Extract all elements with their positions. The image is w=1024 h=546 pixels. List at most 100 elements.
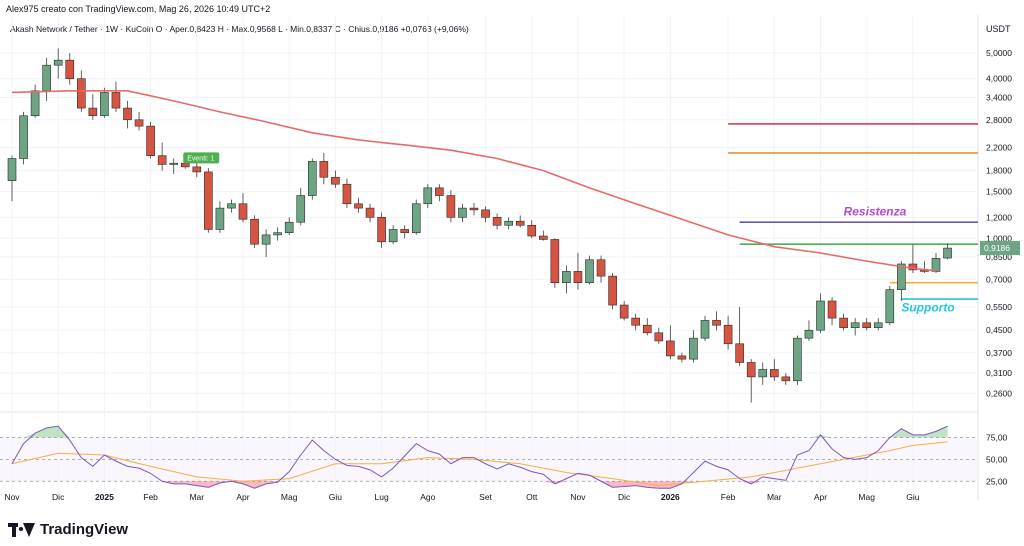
candle-body [469, 207, 479, 211]
price-tick-label: 1,2000 [986, 212, 1012, 222]
rsi-overbought-fill [924, 431, 936, 438]
candle-body [492, 217, 502, 226]
price-tick-label: 1,0000 [986, 233, 1012, 243]
price-tick-label: 1,8000 [986, 166, 1012, 176]
tradingview-logo: TradingView [8, 521, 128, 538]
candle-body [527, 224, 537, 237]
candle-body [827, 300, 837, 319]
rsi-ma-line [11, 441, 948, 487]
candle-body [7, 158, 17, 181]
time-tick-label: Apr [814, 492, 827, 502]
candle-body [839, 317, 848, 328]
time-tick-label: Set [479, 492, 492, 502]
rsi-tick-label: 25,00 [986, 476, 1008, 486]
candle-body [677, 355, 687, 360]
candle-body [204, 171, 213, 230]
candle-body [458, 207, 467, 218]
event-marker-label: Eventi: 1 [187, 155, 214, 162]
rsi-overbought-fill [820, 434, 833, 438]
candle-body [596, 259, 606, 277]
moving-average-line [11, 90, 937, 272]
candle-body [377, 217, 386, 243]
candle-body [585, 259, 594, 283]
candle-body [284, 221, 294, 233]
rsi-overbought-fill [912, 434, 925, 438]
candle-body [388, 229, 398, 243]
candle-body [19, 115, 28, 159]
candle-body [608, 275, 617, 306]
symbol-legend: Akash Network / Tether · 1W · KuCoin O ·… [10, 24, 469, 34]
candle-body [700, 320, 710, 339]
candle-body [261, 234, 271, 245]
rsi-oversold-fill [277, 481, 290, 483]
rsi-oversold-fill [254, 481, 267, 489]
candle-body [65, 59, 75, 80]
candle-body [873, 322, 883, 328]
price-tick-label: 0,3700 [986, 348, 1012, 358]
chart-header: Alex975 creato con TradingView.com, Mag … [6, 4, 271, 14]
candle-body [111, 92, 121, 109]
time-tick-label: Feb [721, 492, 736, 502]
rsi-tick-label: 50,00 [986, 454, 1008, 464]
time-tick-label: Giu [329, 492, 343, 502]
candle-body [735, 343, 744, 363]
time-tick-label: Ott [526, 492, 538, 502]
candle-body [712, 320, 721, 326]
candle-body [134, 119, 144, 127]
time-tick-label: Mar [189, 492, 204, 502]
rsi-overbought-fill [35, 427, 47, 438]
candle-body [53, 59, 63, 66]
tradingview-logo-icon [8, 522, 35, 537]
candle-body [354, 203, 363, 209]
candle-body [538, 235, 548, 240]
candle-body [758, 369, 768, 378]
price-tick-label: 0,4500 [986, 325, 1012, 335]
time-tick-label: Ago [420, 492, 435, 502]
candle-body [793, 337, 802, 382]
rsi-tick-label: 75,00 [986, 433, 1008, 443]
candle-body [342, 183, 352, 205]
candle-body [550, 239, 560, 283]
candle-body [446, 195, 456, 218]
price-tick-label: 0,7000 [986, 274, 1012, 284]
time-tick-label: Nov [4, 492, 20, 502]
candle-body [146, 125, 155, 156]
rsi-oversold-fill [739, 481, 752, 484]
time-tick-label: 2026 [661, 492, 680, 502]
time-tick-label: Giu [906, 492, 920, 502]
candle-body [562, 271, 571, 283]
candle-body [666, 340, 675, 357]
moving-average [11, 90, 937, 272]
candle-body [215, 207, 225, 230]
candle-body [804, 329, 814, 339]
grid [0, 15, 978, 500]
candle-body [850, 322, 860, 328]
rsi-overbought-fill [46, 426, 59, 438]
candle-body [319, 161, 329, 178]
price-tick-label: 0,2600 [986, 388, 1012, 398]
time-tick-label: 2025 [95, 492, 114, 502]
resistance-label: Resistenza [844, 204, 907, 218]
candle-body [746, 362, 756, 378]
rsi-oversold-fill [185, 481, 197, 486]
price-tick-label: 2,2000 [986, 143, 1012, 153]
candle-body [400, 229, 410, 233]
time-tick-label: Dic [52, 492, 65, 502]
candle-body [885, 289, 895, 324]
time-tick-label: Mag [858, 492, 875, 502]
time-tick-label: Feb [143, 492, 158, 502]
event-marker-badge [183, 152, 220, 164]
support-label: Supporto [901, 300, 954, 314]
candle-body [331, 176, 340, 185]
rsi-oversold-fill [681, 481, 694, 484]
rsi-oversold-fill [243, 481, 255, 489]
candle-body [192, 166, 202, 173]
rsi-overbought-fill [58, 426, 70, 438]
current-price-tag [980, 241, 1020, 256]
candles [7, 48, 952, 403]
candle-body [931, 258, 941, 272]
candle-body [619, 304, 629, 319]
brand-label: TradingView [40, 521, 129, 538]
price-tick-label: 5,0000 [986, 48, 1012, 58]
